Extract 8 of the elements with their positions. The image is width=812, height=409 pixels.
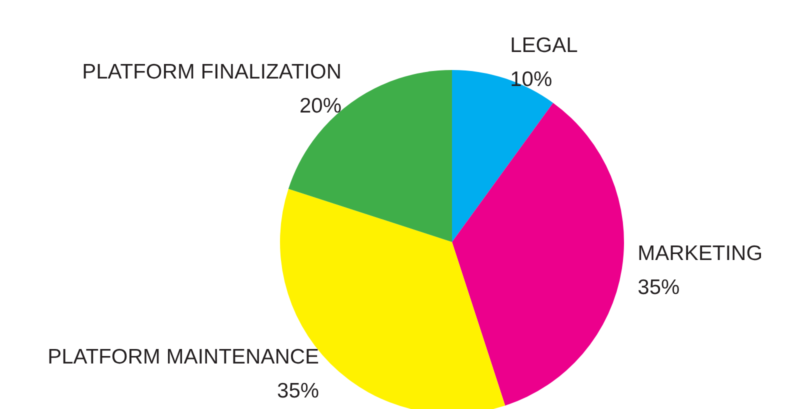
slice-label: MARKETING bbox=[638, 242, 763, 266]
data-label: 10% bbox=[510, 68, 552, 91]
slice-label: LEGAL bbox=[510, 34, 578, 57]
data-label: 35% bbox=[638, 276, 680, 300]
data-label: 35% bbox=[277, 380, 320, 403]
data-label: 20% bbox=[299, 94, 342, 118]
slice-label: PLATFORM FINALIZATION bbox=[82, 60, 342, 84]
slice-label: PLATFORM MAINTENANCE bbox=[48, 346, 320, 369]
